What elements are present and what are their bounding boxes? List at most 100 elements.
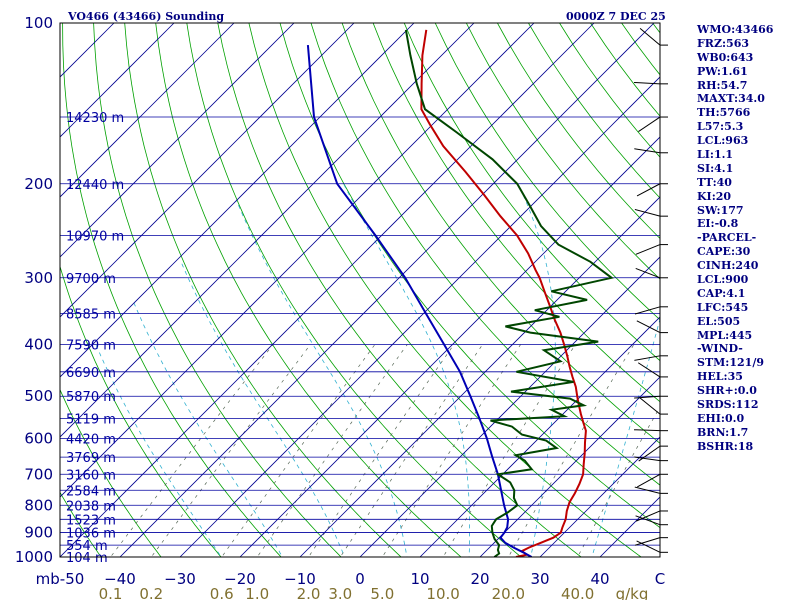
mixing-ratio-tick-label: 2.0 — [297, 585, 321, 600]
dry-adiabat — [93, 23, 342, 557]
height-label: 14230 m — [66, 111, 124, 126]
dry-adiabat — [60, 388, 162, 557]
pressure-tick-label: 600 — [24, 430, 53, 448]
index-item: CINH:240 — [697, 259, 759, 273]
index-item: -PARCEL- — [697, 231, 757, 245]
temperature-axis: mb-50 −40 −30 −20 −10 0 10 20 30 40 C — [36, 570, 666, 588]
index-item: SI:4.1 — [697, 161, 734, 175]
pressure-tick-label: 300 — [24, 269, 53, 287]
sounding-line — [420, 29, 587, 557]
wind-barb — [634, 306, 661, 315]
dry-adiabat — [777, 23, 800, 568]
index-item: PW:1.61 — [697, 64, 748, 78]
wind-barb — [634, 148, 661, 154]
index-item: LFC:545 — [697, 300, 749, 314]
dry-adiabat — [310, 23, 660, 486]
moist-adiabat — [591, 317, 660, 557]
sounding-time: 0000Z 7 DEC 25 — [566, 10, 666, 23]
temperature-tick-label: −40 — [104, 570, 136, 588]
pressure-tick-label: 900 — [24, 524, 53, 542]
height-label: 104 m — [66, 551, 108, 566]
wind-barb — [635, 515, 661, 526]
isotherm — [60, 23, 175, 138]
dry-adiabat — [124, 23, 402, 557]
index-item: TT:40 — [697, 175, 732, 189]
isotherm — [479, 376, 660, 557]
mixing-ratio-tick-label: 0.6 — [210, 585, 234, 600]
index-item: LI:1.1 — [697, 148, 734, 162]
mixing-ratio-tick-label: 3.0 — [328, 585, 352, 600]
temperature-tick-label: 0 — [355, 570, 365, 588]
wind-barb — [636, 320, 661, 334]
moist-adiabat — [236, 200, 408, 557]
pressure-tick-label: 100 — [24, 14, 53, 32]
mixing-ratio-line — [507, 344, 635, 557]
wind-barb — [636, 540, 661, 553]
wind-barb — [634, 208, 661, 217]
index-item: BSHR:18 — [697, 439, 754, 453]
wind-barb — [635, 244, 661, 255]
moist-adiabat — [343, 183, 470, 557]
isotherm — [179, 76, 660, 557]
sounding-line — [404, 29, 614, 557]
isotherm — [60, 23, 235, 198]
height-labels: 14230 m 12440 m 10970 m 9700 m 8585 m 7590 m 6… — [66, 111, 124, 566]
index-item: EI:-0.8 — [697, 217, 739, 231]
isotherm — [299, 196, 660, 557]
sounding-profiles — [306, 29, 614, 557]
isotherm — [60, 23, 535, 498]
mixing-ratio-line — [381, 344, 521, 557]
mixing-ratio-line — [256, 344, 408, 557]
index-item: SW:177 — [697, 203, 744, 217]
sounding-line — [306, 45, 533, 557]
index-item: HEL:35 — [697, 370, 743, 384]
index-item: SRDS:112 — [697, 398, 759, 412]
index-item: LCL:900 — [697, 273, 749, 287]
wind-barb — [637, 473, 661, 488]
mixing-ratio-line — [150, 344, 311, 557]
height-label: 7590 m — [66, 339, 116, 354]
index-item: L57:5.3 — [697, 120, 744, 134]
dry-adiabat — [217, 23, 582, 557]
dry-adiabat — [0, 23, 48, 568]
mixing-ratio-tick-label: 10.0 — [426, 585, 459, 600]
index-item: MAXT:34.0 — [697, 92, 765, 106]
index-item: RH:54.7 — [697, 78, 748, 92]
index-item: STM:121/9 — [697, 356, 764, 370]
dry-adiabat — [279, 23, 660, 529]
chart-grid — [0, 23, 800, 568]
height-label: 1036 m — [66, 527, 116, 542]
wind-barb — [634, 456, 661, 462]
temperature-tick-label: 40 — [590, 570, 609, 588]
isotherm — [119, 23, 655, 557]
wind-barb — [638, 116, 661, 132]
mixing-ratio-tick-label: 5.0 — [370, 585, 394, 600]
plot-frame — [59, 22, 661, 558]
index-item: WMO:43466 — [697, 23, 774, 36]
temperature-tick-label: −10 — [284, 570, 316, 588]
isotherm — [60, 23, 475, 438]
moist-adiabat — [180, 261, 345, 557]
height-label: 554 m — [66, 539, 108, 554]
height-label: 10970 m — [66, 229, 124, 244]
height-label: 6690 m — [66, 366, 116, 381]
index-item: SHR+:0.0 — [697, 384, 757, 398]
temperature-tick-label: −30 — [164, 570, 196, 588]
temperature-tick-label: mb-50 — [36, 570, 85, 588]
dry-adiabat — [341, 23, 660, 444]
height-label: 5870 m — [66, 390, 116, 405]
temperature-tick-label: C — [655, 570, 665, 588]
index-item: WB0:643 — [697, 50, 754, 64]
wind-barbs — [633, 23, 668, 557]
pressure-tick-label: 200 — [24, 175, 53, 193]
pressure-tick-label: 700 — [24, 465, 53, 483]
mixing-ratio-tick-label: 1.0 — [245, 585, 269, 600]
pressure-tick-label: 400 — [24, 336, 53, 354]
moist-adiabat — [133, 303, 283, 557]
mixing-ratio-axis: 0.1 0.2 0.6 1.0 2.0 3.0 5.0 10.0 20.0 40.0 g/kg — [99, 585, 649, 600]
temperature-tick-label: 30 — [530, 570, 549, 588]
index-item: TH:5766 — [697, 106, 751, 120]
wind-barb — [635, 267, 661, 279]
index-item: EHI:0.0 — [697, 411, 745, 425]
isotherm — [539, 436, 660, 557]
